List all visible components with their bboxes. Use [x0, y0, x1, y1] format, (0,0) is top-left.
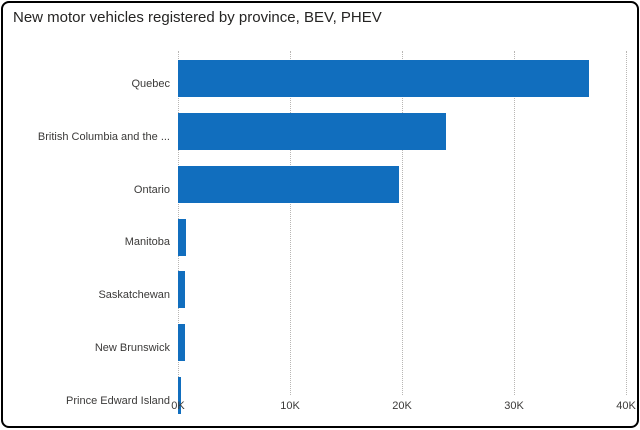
category-label: Prince Edward Island	[66, 394, 170, 407]
x-tick-label: 30K	[504, 400, 524, 412]
category-label: Saskatchewan	[98, 289, 170, 301]
category-label: Ontario	[133, 183, 170, 196]
gridline	[626, 51, 627, 395]
x-tick-label: 20K	[392, 400, 412, 412]
x-tick-label: 40K	[616, 400, 636, 412]
x-tick-label: 10K	[280, 400, 300, 412]
bar-row: Prince Edward Island	[66, 376, 626, 425]
bar[interactable]	[178, 113, 446, 150]
x-tick-label: 0K	[171, 400, 185, 412]
bar-row: British Columbia and the ...	[38, 113, 626, 161]
category-label: New Brunswick	[94, 341, 170, 354]
bar-row: Saskatchewan	[98, 271, 626, 319]
bar[interactable]	[178, 218, 186, 256]
bar[interactable]	[178, 376, 182, 414]
category-label: British Columbia and the ...	[37, 130, 170, 143]
bar[interactable]	[178, 324, 185, 361]
bar[interactable]	[178, 271, 185, 309]
x-axis: 0K 10K 20K 30K 40K	[171, 400, 636, 416]
bar[interactable]	[178, 165, 399, 203]
bar-row: Quebec	[131, 60, 626, 108]
bar-row: New Brunswick	[95, 324, 626, 372]
bar-rows: Quebec British Columbia and the ... Ontari…	[38, 55, 626, 425]
bar-row: Ontario	[134, 165, 626, 214]
bar[interactable]	[178, 60, 590, 98]
bar-row: Manitoba	[125, 218, 626, 267]
chart-title: New motor vehicles registered by provinc…	[13, 9, 382, 26]
category-label: Quebec	[131, 78, 170, 90]
category-label: Manitoba	[124, 236, 170, 249]
